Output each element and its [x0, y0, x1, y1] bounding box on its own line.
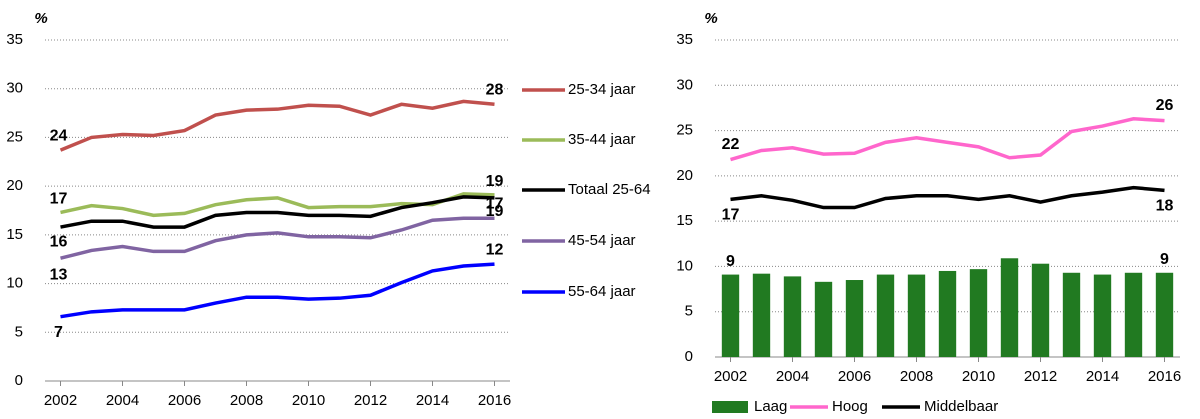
- bar: [1093, 274, 1112, 357]
- legend-label: Laag: [754, 398, 787, 415]
- data-label: 9: [726, 253, 735, 270]
- bar: [845, 280, 864, 357]
- bar: [814, 281, 833, 357]
- data-label: 17: [50, 191, 68, 208]
- x-tick-label: 2002: [714, 368, 747, 385]
- data-label: 12: [486, 241, 504, 258]
- line: [60, 262, 495, 319]
- y-tick-label: 20: [6, 177, 23, 194]
- bar: [1155, 272, 1174, 357]
- legend-label: 35-44 jaar: [568, 131, 636, 148]
- data-label: 18: [1156, 198, 1174, 215]
- y-tick-label: 15: [6, 226, 23, 243]
- data-label: 22: [722, 136, 740, 153]
- y-axis-label: %: [34, 10, 47, 27]
- data-label: 7: [54, 324, 63, 341]
- data-label: 26: [1156, 97, 1174, 114]
- bar: [876, 274, 895, 357]
- bar: [907, 274, 926, 357]
- y-tick-label: 5: [685, 303, 693, 320]
- data-label: 9: [1160, 251, 1169, 268]
- x-tick-label: 2006: [168, 392, 201, 409]
- x-tick-label: 2016: [1148, 368, 1181, 385]
- y-tick-label: 5: [15, 323, 23, 340]
- data-label: 28: [486, 82, 504, 99]
- y-tick-label: 15: [676, 212, 693, 229]
- y-tick-label: 30: [676, 76, 693, 93]
- data-label: 13: [50, 266, 68, 283]
- bar: [1124, 272, 1143, 357]
- y-tick-label: 25: [676, 122, 693, 139]
- y-tick-label: 25: [6, 128, 23, 145]
- line: [730, 185, 1165, 210]
- x-tick-label: 2008: [900, 368, 933, 385]
- data-label: 19: [486, 173, 504, 190]
- x-tick-label: 2008: [230, 392, 263, 409]
- x-tick-label: 2010: [962, 368, 995, 385]
- bar: [721, 274, 740, 357]
- bar: [1031, 263, 1050, 357]
- bar: [752, 273, 771, 357]
- bar: [938, 270, 957, 357]
- bar: [969, 269, 988, 357]
- line: [59, 99, 495, 152]
- x-tick-label: 2002: [44, 392, 77, 409]
- line: [60, 195, 495, 229]
- legend-label: Totaal 25-64: [568, 181, 651, 198]
- y-axis-label: %: [704, 10, 717, 27]
- legend-label: 45-54 jaar: [568, 232, 636, 249]
- line: [730, 117, 1165, 162]
- data-label: 17: [486, 196, 504, 213]
- bar: [783, 276, 802, 357]
- y-tick-label: 0: [685, 348, 693, 365]
- y-tick-label: 10: [676, 257, 693, 274]
- data-label: 16: [50, 233, 68, 250]
- x-tick-label: 2012: [354, 392, 387, 409]
- x-tick-label: 2014: [416, 392, 449, 409]
- x-tick-label: 2012: [1024, 368, 1057, 385]
- data-label: 17: [722, 207, 740, 224]
- y-tick-label: 35: [6, 31, 23, 48]
- data-label: 19: [486, 203, 504, 220]
- legend-label: Hoog: [832, 398, 868, 415]
- legend-swatch: [712, 401, 748, 413]
- x-tick-label: 2010: [292, 392, 325, 409]
- legend-label: Middelbaar: [924, 398, 998, 415]
- x-tick-label: 2016: [478, 392, 511, 409]
- legend-label: 25-34 jaar: [568, 81, 636, 98]
- x-tick-label: 2014: [1086, 368, 1119, 385]
- bar: [1000, 258, 1019, 357]
- data-label: 24: [50, 127, 68, 144]
- legend-label: 55-64 jaar: [568, 283, 636, 300]
- x-tick-label: 2006: [838, 368, 871, 385]
- y-tick-label: 30: [6, 80, 23, 97]
- bar: [1062, 272, 1081, 357]
- line: [60, 216, 495, 260]
- y-tick-label: 20: [676, 167, 693, 184]
- y-tick-label: 0: [15, 372, 23, 389]
- x-tick-label: 2004: [776, 368, 809, 385]
- y-tick-label: 10: [6, 275, 23, 292]
- x-tick-label: 2004: [106, 392, 139, 409]
- y-tick-label: 35: [676, 31, 693, 48]
